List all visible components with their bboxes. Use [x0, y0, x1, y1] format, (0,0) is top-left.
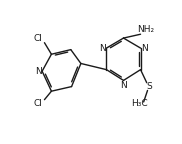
Text: N: N	[120, 81, 127, 90]
Text: N: N	[35, 67, 42, 76]
Text: Cl: Cl	[34, 34, 43, 43]
Text: Cl: Cl	[34, 99, 43, 108]
Text: N: N	[99, 44, 106, 53]
Text: S: S	[146, 82, 152, 91]
Text: N: N	[141, 44, 148, 53]
Text: NH₂: NH₂	[137, 25, 154, 34]
Text: H₃C: H₃C	[131, 99, 147, 108]
